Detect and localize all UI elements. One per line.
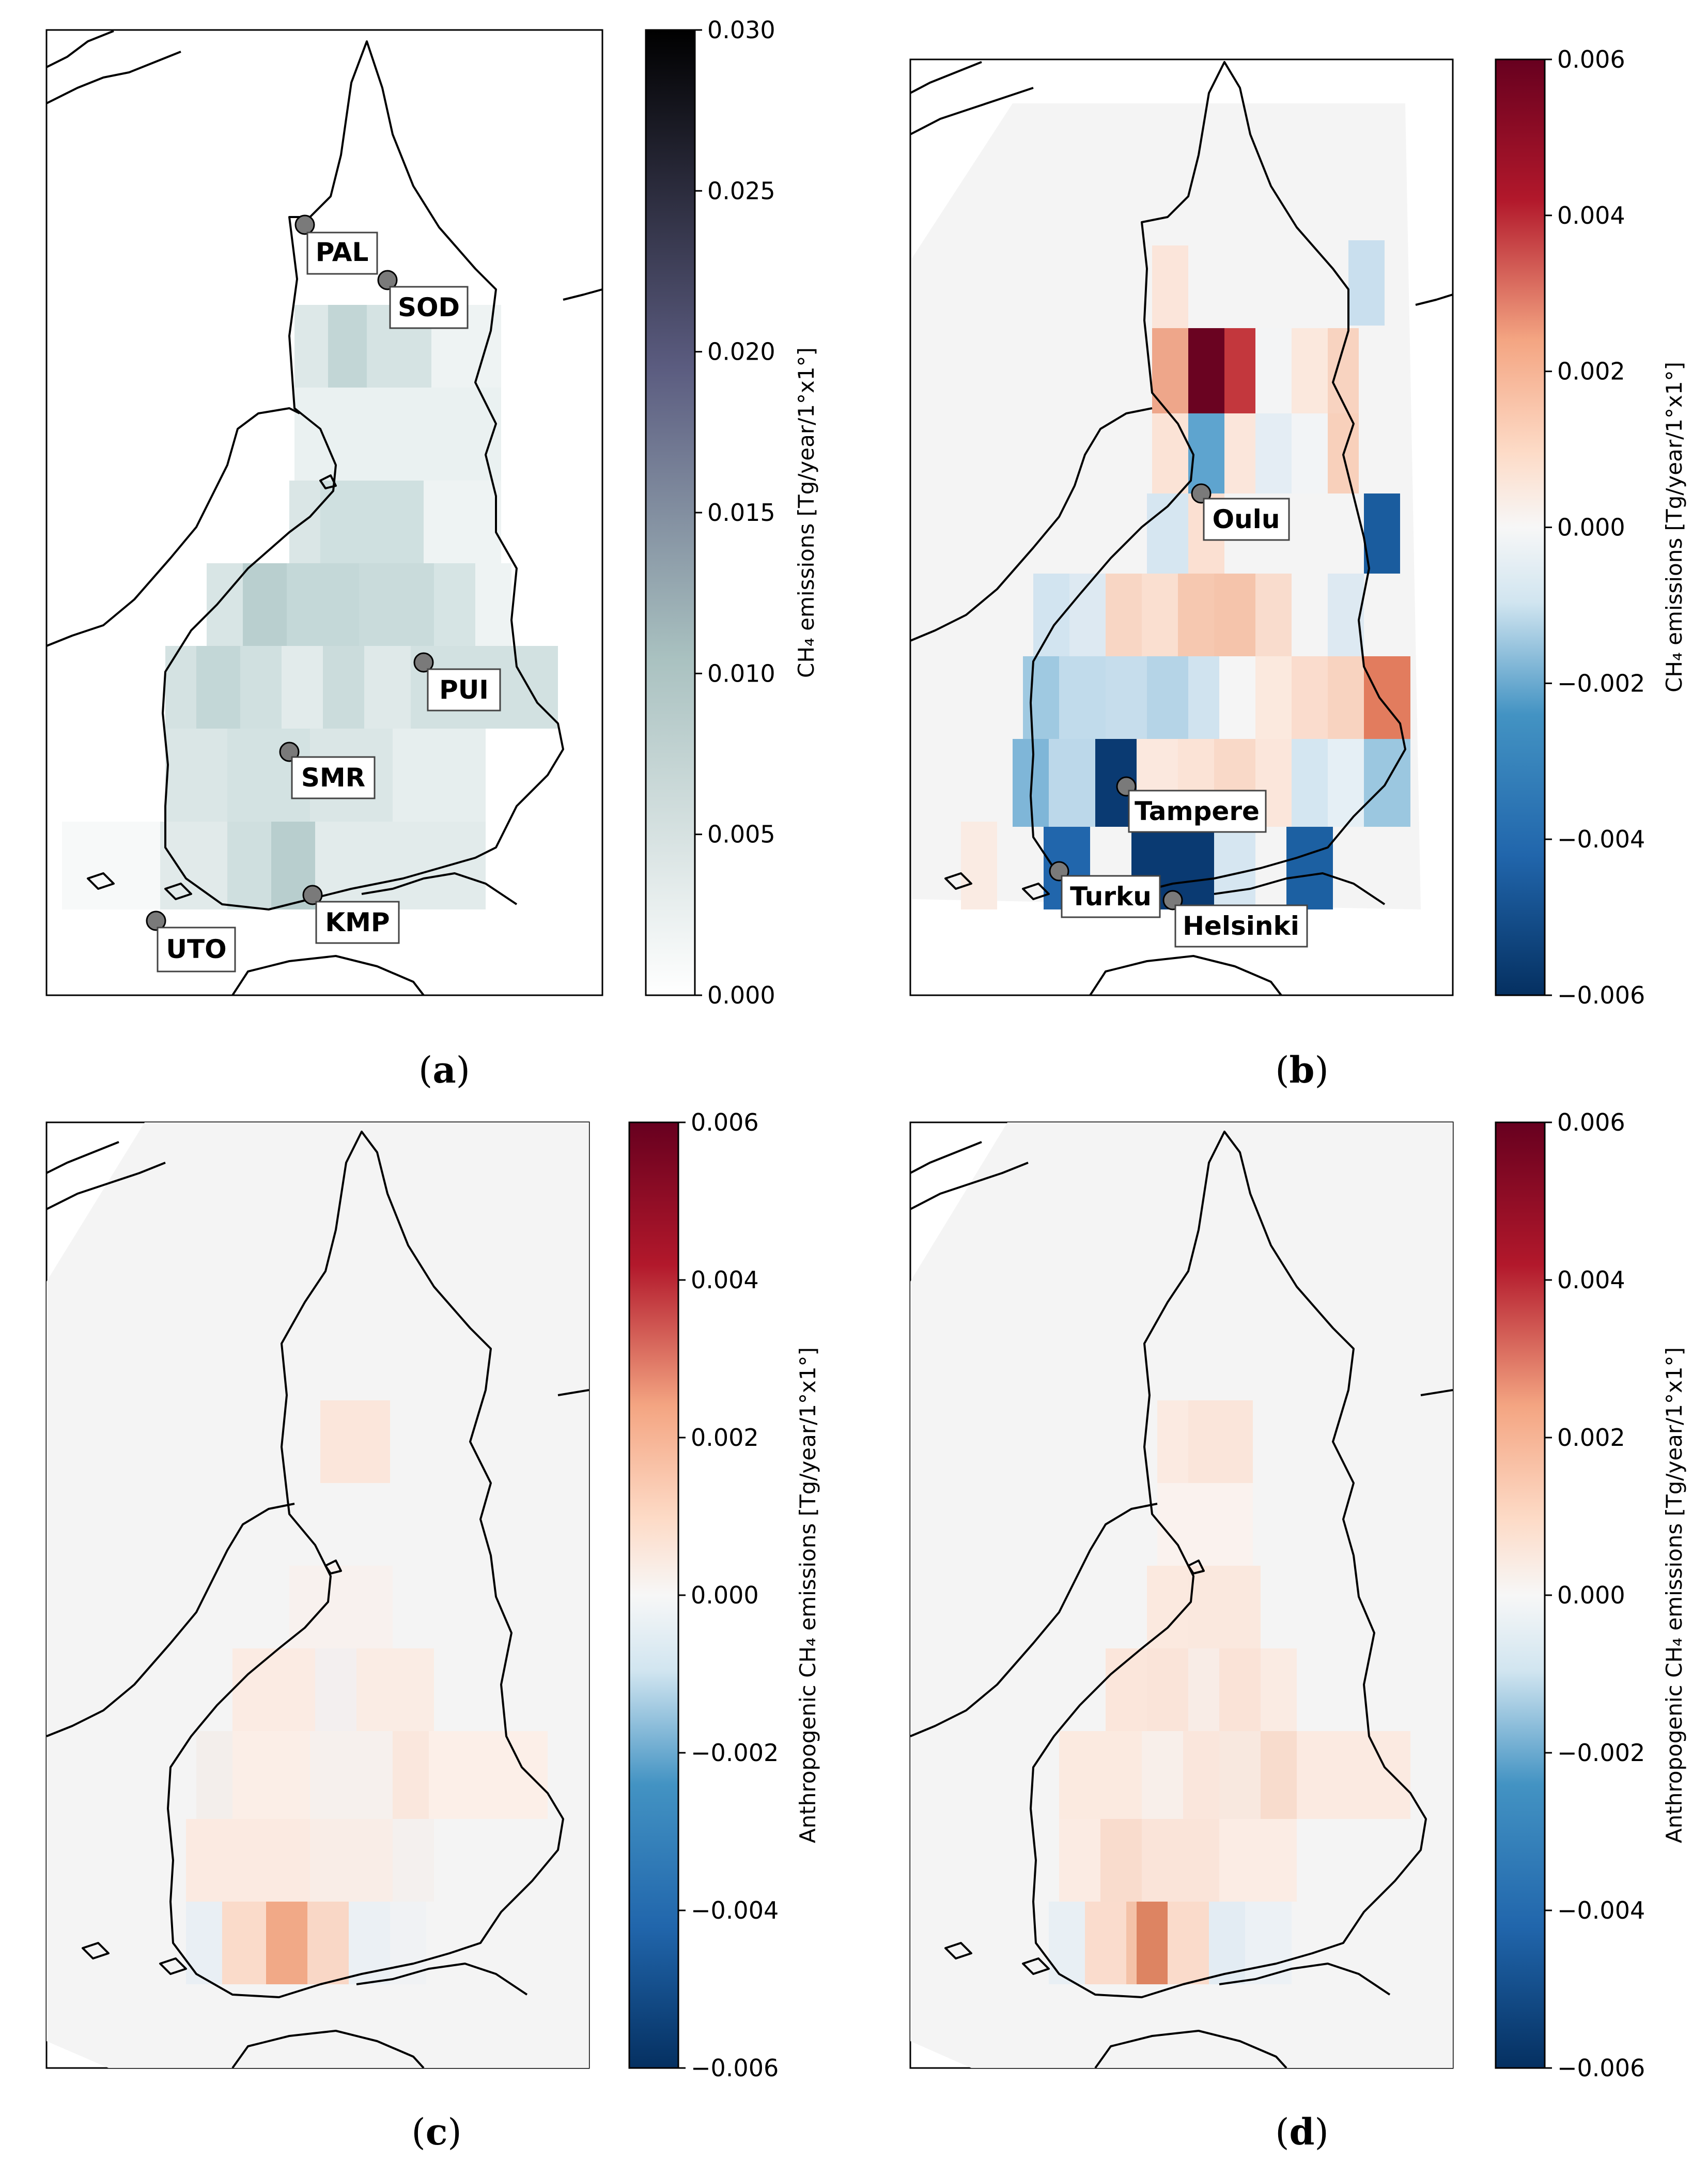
colorbar-tick-label: 0.002 xyxy=(691,1424,759,1452)
panel-a: PAL SOD PUI SMR KMP UTO 0.0000.0050.0100… xyxy=(45,16,819,1091)
station-label-smr: SMR xyxy=(301,763,365,793)
colorbar-b-ticks: −0.006 −0.004 −0.002 0.000 0.002 0.004 0.006 xyxy=(1545,45,1645,1009)
station-label-oulu: Oulu xyxy=(1213,504,1280,534)
colorbar-tick-label: −0.006 xyxy=(691,2054,779,2082)
stations-a: PAL SOD PUI SMR KMP UTO xyxy=(146,214,501,973)
colorbar-a-bar xyxy=(645,29,696,996)
panel-label-d: (d) xyxy=(1275,2110,1329,2153)
colorbar-tick-label: 0.004 xyxy=(1557,1266,1625,1294)
station-label-sod: SOD xyxy=(398,292,460,322)
colorbar-tick-label: −0.004 xyxy=(1557,825,1645,853)
colorbar-tick-label: −0.004 xyxy=(691,1896,779,1924)
colorbar-tick-label: 0.000 xyxy=(691,1581,759,1609)
colorbar-c-ticks: −0.006 −0.004 −0.002 0.000 0.002 0.004 0.006 xyxy=(678,1108,779,2082)
colorbar-tick-label: 0.006 xyxy=(1557,45,1625,73)
colorbar-tick-label: 0.004 xyxy=(1557,202,1625,229)
colorbar-a: 0.000 0.005 0.010 0.015 0.020 0.025 0.030 CH₄ … xyxy=(645,16,819,1009)
emission-grid-c xyxy=(186,1400,548,1984)
panel-label-b: (b) xyxy=(1275,1048,1329,1091)
colorbar-b-bar xyxy=(1495,58,1546,996)
colorbar-tick-label: 0.025 xyxy=(707,177,775,205)
colorbar-tick-label: 0.005 xyxy=(707,821,775,848)
colorbar-tick-label: 0.000 xyxy=(1557,1581,1625,1609)
emission-grid-d xyxy=(1049,1400,1410,1984)
station-label-helsinki: Helsinki xyxy=(1183,911,1299,941)
station-marker-uto xyxy=(146,910,166,931)
colorbar-c-title: Anthropogenic CH₄ emissions [Tg/year/1°x… xyxy=(795,1347,820,1843)
colorbar-tick-label: 0.006 xyxy=(691,1108,759,1136)
station-label-kmp: KMP xyxy=(325,907,390,937)
station-label-pal: PAL xyxy=(316,237,369,267)
panel-label-c: (c) xyxy=(411,2110,461,2153)
coastlines-d xyxy=(910,1131,1453,2069)
colorbar-tick-label: −0.006 xyxy=(1557,981,1645,1009)
station-label-tampere: Tampere xyxy=(1135,796,1260,826)
colorbar-tick-label: 0.004 xyxy=(691,1266,759,1294)
coastlines-c xyxy=(46,1131,589,2069)
colorbar-tick-label: 0.020 xyxy=(707,338,775,366)
colorbar-tick-label: 0.002 xyxy=(1557,1424,1625,1452)
colorbar-tick-label: 0.030 xyxy=(707,16,775,44)
colorbar-tick-label: −0.002 xyxy=(1557,1739,1645,1767)
coastlines-a xyxy=(46,30,603,996)
colorbar-d-title: Anthropogenic CH₄ emissions [Tg/year/1°x… xyxy=(1662,1347,1687,1843)
station-label-turku: Turku xyxy=(1070,882,1152,912)
station-marker-pui xyxy=(413,652,434,673)
panel-d: −0.006 −0.004 −0.002 0.000 0.002 0.004 0.006 A… xyxy=(909,1108,1687,2153)
colorbar-c: −0.006 −0.004 −0.002 0.000 0.002 0.004 0.006 A… xyxy=(628,1108,820,2082)
panel-b: Oulu Tampere Turku Helsinki −0.006 −0.004… xyxy=(909,45,1687,1091)
station-marker-pal xyxy=(294,214,315,235)
station-label-pui: PUI xyxy=(439,675,489,705)
colorbar-tick-label: 0.010 xyxy=(707,659,775,687)
colorbar-a-title: CH₄ emissions [Tg/year/1°x1°] xyxy=(794,347,819,678)
panel-label-a: (a) xyxy=(418,1048,470,1091)
colorbar-tick-label: 0.015 xyxy=(707,499,775,527)
colorbar-tick-label: −0.002 xyxy=(1557,669,1645,697)
colorbar-d-ticks: −0.006 −0.004 −0.002 0.000 0.002 0.004 0.006 xyxy=(1545,1108,1645,2082)
coastlines-b xyxy=(910,61,1453,996)
station-label-uto: UTO xyxy=(166,934,226,964)
colorbar-tick-label: −0.002 xyxy=(691,1739,779,1767)
stations-b: Oulu Tampere Turku Helsinki xyxy=(1049,483,1308,948)
colorbar-d: −0.006 −0.004 −0.002 0.000 0.002 0.004 0.006 A… xyxy=(1495,1108,1687,2082)
colorbar-a-ticks: 0.000 0.005 0.010 0.015 0.020 0.025 0.030 xyxy=(695,16,775,1009)
colorbar-tick-label: 0.000 xyxy=(1557,514,1625,542)
colorbar-tick-label: −0.004 xyxy=(1557,1896,1645,1924)
colorbar-b: −0.006 −0.004 −0.002 0.000 0.002 0.004 0.006 C… xyxy=(1495,45,1687,1009)
colorbar-b-title: CH₄ emissions [Tg/year/1°x1°] xyxy=(1662,362,1687,692)
colorbar-c-bar xyxy=(628,1121,679,2069)
station-marker-sod xyxy=(377,270,398,290)
colorbar-tick-label: −0.006 xyxy=(1557,2054,1645,2082)
panel-c: −0.006 −0.004 −0.002 0.000 0.002 0.004 0.006 A… xyxy=(45,1108,820,2153)
colorbar-d-bar xyxy=(1495,1121,1546,2069)
colorbar-tick-label: 0.006 xyxy=(1557,1108,1625,1136)
colorbar-tick-label: 0.000 xyxy=(707,981,775,1009)
station-marker-kmp xyxy=(302,885,323,905)
colorbar-tick-label: 0.002 xyxy=(1557,358,1625,385)
